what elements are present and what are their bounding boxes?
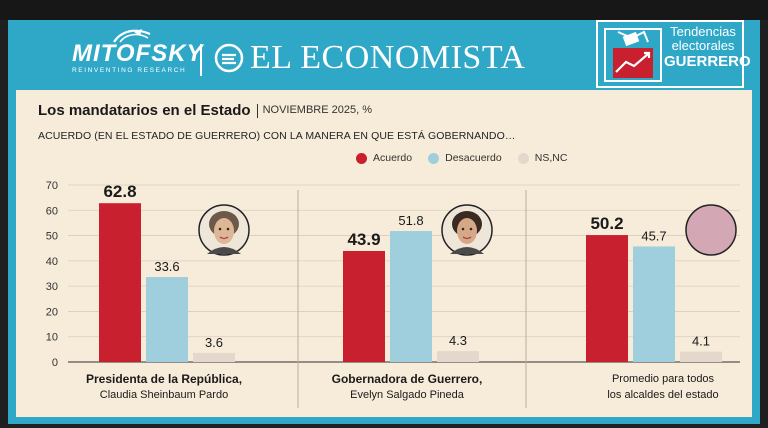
badge-line-3: GUERRERO — [664, 53, 751, 70]
data-label: 62.8 — [103, 182, 136, 201]
legend-swatch-nsnc — [517, 152, 529, 164]
data-label: 45.7 — [641, 228, 666, 243]
y-tick-label: 20 — [46, 306, 58, 318]
portrait-eye-icon — [226, 227, 230, 231]
portrait-eye-icon — [461, 227, 465, 231]
chart-title: Los mandatarios en el Estado — [38, 102, 251, 119]
data-label: 4.1 — [692, 334, 710, 349]
legend: Acuerdo Desacuerdo NS,NC — [356, 152, 583, 164]
ballot-box-chart-icon — [604, 28, 662, 82]
portrait-mouth-icon — [219, 236, 229, 240]
y-tick-label: 30 — [46, 281, 58, 293]
header-divider — [200, 44, 202, 76]
y-tick-label: 0 — [52, 357, 58, 369]
data-label: 4.3 — [449, 333, 467, 348]
top-bar — [0, 0, 768, 20]
badge-line-2: electorales — [671, 38, 735, 53]
el-economista-logo: EL ECONOMISTA — [214, 40, 525, 76]
mitofsky-wordmark: MITOFSKY — [72, 40, 204, 67]
portrait-shoulders-icon — [207, 247, 241, 254]
y-tick-label: 60 — [46, 205, 58, 217]
legend-swatch-desacuerdo — [428, 152, 440, 164]
portrait-face-icon — [457, 218, 477, 244]
data-label: 51.8 — [398, 213, 423, 228]
bar-ns-nc-0 — [193, 352, 235, 362]
legend-label-nsnc: NS,NC — [534, 152, 568, 164]
category-label-alcaldes-line2: los alcaldes del estado — [607, 389, 719, 401]
el-economista-emblem-icon — [214, 43, 244, 73]
bar-desacuerdo-2 — [633, 246, 675, 362]
bar-ns-nc-1 — [437, 351, 479, 362]
portrait-mouth-icon — [462, 236, 472, 240]
category-label-presidenta-line1: Presidenta de la República, — [85, 372, 243, 386]
legend-item-acuerdo: Acuerdo — [356, 152, 412, 164]
chart-panel: Los mandatarios en el Estado NOVIEMBRE 2… — [16, 90, 752, 417]
tendencias-badge: Tendencias electorales GUERRERO — [596, 20, 751, 88]
data-label: 43.9 — [347, 230, 380, 249]
data-label: 50.2 — [590, 214, 623, 233]
data-label: 3.6 — [205, 335, 223, 350]
portrait-face-icon — [214, 218, 234, 244]
mitofsky-tagline: REINVENTING RESEARCH — [72, 67, 187, 74]
chart-subtitle: NOVIEMBRE 2025, % — [262, 104, 372, 116]
survey-question: ACUERDO (EN EL ESTADO DE GUERRERO) CON L… — [38, 130, 516, 142]
legend-label-desacuerdo: Desacuerdo — [445, 152, 502, 164]
y-tick-label: 40 — [46, 256, 58, 268]
category-label-gobernadora-line2: Evelyn Salgado Pineda — [350, 389, 464, 401]
legend-label-acuerdo: Acuerdo — [373, 152, 413, 164]
bar-acuerdo-1 — [343, 250, 385, 362]
bar-chart: 0 10 20 30 40 50 60 70 62.8 33.6 3.6 43.9 51.8 4.3 50.… — [46, 180, 740, 408]
el-economista-wordmark: EL ECONOMISTA — [250, 39, 526, 76]
bar-desacuerdo-1 — [390, 231, 432, 362]
graphic-frame: MITOFSKY REINVENTING RESEARCH EL ECONOMI… — [8, 20, 760, 424]
bar-ns-nc-2 — [680, 351, 722, 362]
portrait-shoulders-icon — [450, 247, 484, 254]
portrait-eye-icon — [218, 227, 222, 231]
title-divider — [256, 104, 258, 118]
legend-item-desacuerdo: Desacuerdo — [428, 152, 502, 164]
placeholder-circle-icon — [685, 204, 737, 256]
legend-swatch-acuerdo — [356, 152, 367, 164]
bar-acuerdo-0 — [99, 203, 141, 362]
category-label-gobernadora: Gobernadora de Guerrero, Evelyn Salgado … — [307, 371, 507, 403]
category-label-alcaldes: Promedio para todos los alcaldes del est… — [563, 371, 763, 403]
category-label-gobernadora-line1: Gobernadora de Guerrero, — [331, 372, 483, 386]
header: MITOFSKY REINVENTING RESEARCH EL ECONOMI… — [8, 20, 760, 90]
portrait-eye-icon — [469, 227, 473, 231]
legend-item-nsnc: NS,NC — [517, 152, 568, 164]
bar-desacuerdo-0 — [146, 277, 188, 362]
y-tick-label: 70 — [46, 180, 58, 192]
data-label: 33.6 — [154, 259, 179, 274]
y-tick-label: 10 — [46, 332, 58, 344]
y-tick-label: 50 — [46, 231, 58, 243]
bar-acuerdo-2 — [586, 235, 628, 362]
badge-text: Tendencias electorales GUERRERO — [664, 24, 751, 71]
category-label-presidenta: Presidenta de la República, Claudia Shei… — [64, 371, 264, 403]
badge-line-1: Tendencias — [670, 24, 736, 39]
category-label-alcaldes-line1: Promedio para todos — [611, 373, 715, 385]
mitofsky-swirl-icon — [113, 29, 151, 43]
mitofsky-logo: MITOFSKY REINVENTING RESEARCH — [72, 29, 204, 74]
category-label-presidenta-line2: Claudia Sheinbaum Pardo — [99, 389, 229, 401]
